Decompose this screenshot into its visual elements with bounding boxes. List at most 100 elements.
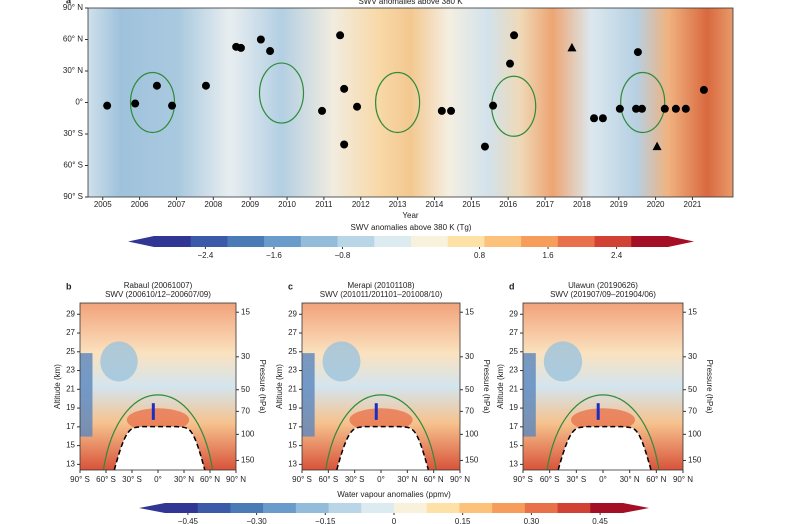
x-tick-label: 0° [154,475,162,484]
y2-tick-label: 100 [241,429,255,438]
x-tick-label: 2011 [315,200,333,209]
eruption-marker [437,106,446,115]
contour-decoration [102,394,214,471]
colorbar-segment [165,503,199,513]
y-tick-label: 17 [288,422,297,431]
colorbar-extend-high [668,236,694,247]
y2-tick-label: 15 [688,307,697,316]
tropopause-line [113,425,206,471]
colorbar-tick-label: 1.6 [543,251,555,260]
x-tick-label: 2010 [278,200,296,209]
panel-title: Ulawun (20190626) [568,281,638,290]
contour-decoration [620,71,666,134]
y2-tick-label: 30 [241,352,250,361]
colorbar-extend-high [623,503,649,513]
eruption-marker [318,106,327,115]
panel-subtitle: SWV (201011/201101–201008/10) [320,290,443,299]
contour-decoration [258,62,305,124]
y-tick-label: 17 [66,422,75,431]
eruption-marker [340,84,349,93]
y2-tick-label: 15 [241,307,250,316]
x-tick-label: 2014 [426,200,444,209]
y2-tick-label: 100 [465,429,479,438]
colorbar-extend-low [128,236,154,247]
colorbar-segment [374,236,412,247]
colorbar-segment [484,236,522,247]
x-tick-label: 90° N [226,475,246,484]
colorbar-segment [337,236,375,247]
x-tick-label: 2013 [389,200,407,209]
y-tick-label: 15 [288,441,297,450]
y-tick-label: 90° N [63,3,83,12]
y-axis-label: Altitude (km) [496,364,505,409]
y2-tick-label: 150 [241,456,255,465]
x-tick-label: 2019 [610,200,628,209]
eruption-marker [633,48,642,57]
y-tick-label: 27 [509,328,518,337]
x-tick-label: 90° N [673,475,693,484]
colorbar-segment [154,236,192,247]
y-tick-label: 25 [509,347,518,356]
tropopause-region [336,426,429,470]
colorbar-segment [227,236,265,247]
x-tick-label: 30° S [122,475,142,484]
eruption-marker [266,47,275,56]
y-tick-label: 21 [66,384,75,393]
y2-tick-label: 50 [241,385,250,394]
x-tick-label: 60° S [319,475,339,484]
colorbar-segment [590,503,624,513]
y2-tick-label: 70 [465,406,474,415]
y-tick-label: 30° N [63,66,83,75]
colorbar-tick-label: −0.8 [335,251,351,260]
eruption-marker [489,101,498,110]
x-tick-label: 60° S [96,475,116,484]
tropopause-line [336,425,430,471]
eruption-marker [671,104,680,113]
eruption-marker [510,31,519,40]
y2-axis-label: Pressure (hPa) [482,360,491,414]
colorbar-tick-label: 0.30 [524,517,540,524]
x-tick-label: 2017 [536,200,554,209]
y-tick-label: 0° [75,98,83,107]
colorbar-tick-label: −2.4 [198,251,214,260]
x-tick-label: 2012 [352,200,370,209]
x-tick-label: 30° N [397,475,417,484]
colorbar-tick-label: −1.6 [266,251,282,260]
tropopause-region [114,426,205,470]
x-tick-label: 90° S [513,475,533,484]
eruption-marker [353,102,362,111]
y-axis-label: Altitude (km) [53,364,62,409]
y-tick-label: 27 [288,328,297,337]
y-tick-label: 15 [66,441,75,450]
y2-tick-label: 50 [688,385,697,394]
eruption-marker [480,142,489,151]
colorbar-segment [557,236,596,247]
y2-tick-label: 30 [688,352,697,361]
eruption-marker [201,81,210,90]
x-tick-label: 2016 [499,200,517,209]
x-tick-label: 60° N [424,475,444,484]
panel-title: Merapi (20101108) [347,281,414,290]
y-tick-label: 21 [509,384,518,393]
y2-tick-label: 100 [688,429,702,438]
eruption-marker [567,42,577,52]
colorbar-segment [230,503,264,513]
x-tick-label: 0° [377,475,385,484]
colorbar-segment [394,503,428,513]
plots: a SWV anomalies above 380 K 90° N 60° N 30° … [53,0,734,524]
heatmap-decoration [80,353,93,437]
x-axis-label: Year [402,211,419,220]
contour-decoration [129,71,176,134]
colorbar-tick-label: 0.15 [455,517,471,524]
y-tick-label: 29 [509,309,518,318]
x-tick-label: 90° S [292,475,312,484]
panel-label: a [66,0,72,5]
y-axis-label: Altitude (km) [275,364,284,409]
x-tick-label: 0° [599,475,607,484]
x-tick-label: 2021 [684,200,702,209]
panel-label: b [66,281,72,291]
x-tick-label: 2020 [647,200,665,209]
y-tick-label: 19 [66,403,75,412]
